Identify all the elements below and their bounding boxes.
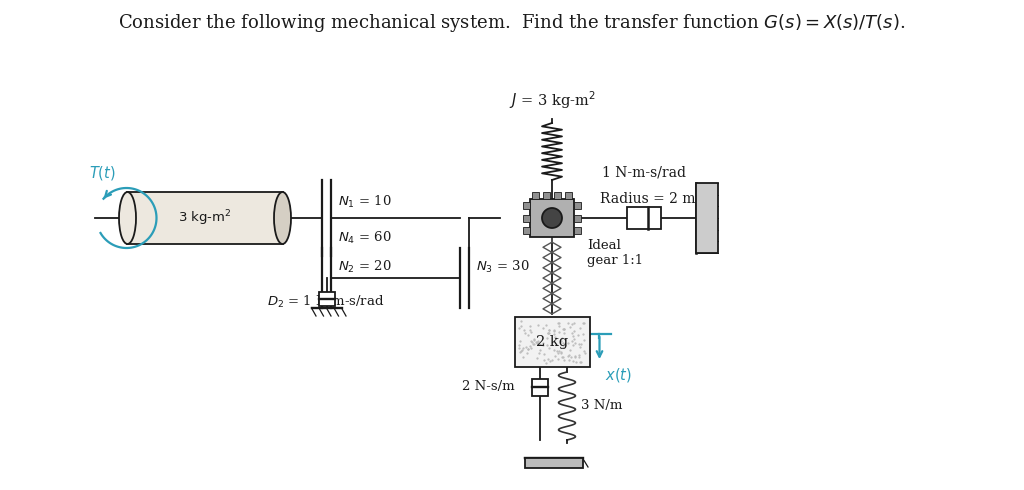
Ellipse shape (119, 192, 136, 244)
Bar (627, 207, 662, 229)
Text: $D_2$ = 1 N-m-s/rad: $D_2$ = 1 N-m-s/rad (267, 294, 384, 310)
Bar (530, 199, 574, 237)
Bar (554, 192, 561, 199)
Bar (532, 192, 539, 199)
Text: Ideal
gear 1:1: Ideal gear 1:1 (587, 239, 643, 267)
Text: Radius = 2 m: Radius = 2 m (600, 192, 695, 206)
Bar (574, 202, 581, 209)
Text: $N_1$ = 10: $N_1$ = 10 (338, 194, 391, 210)
Bar (514, 317, 590, 367)
Bar (128, 192, 283, 244)
Bar (565, 192, 572, 199)
Bar (524, 458, 583, 468)
Text: $N_4$ = 60: $N_4$ = 60 (338, 230, 391, 246)
Bar (318, 292, 335, 306)
Bar (574, 227, 581, 234)
Text: 3 N/m: 3 N/m (581, 399, 623, 413)
Text: 1 N-m-s/rad: 1 N-m-s/rad (602, 165, 686, 179)
Bar (523, 202, 530, 209)
Circle shape (542, 208, 562, 228)
Text: 3 kg-m$^2$: 3 kg-m$^2$ (178, 208, 231, 228)
Text: 2 kg: 2 kg (536, 335, 568, 349)
Text: $J$ = 3 kg-m$^2$: $J$ = 3 kg-m$^2$ (509, 89, 595, 111)
Bar (523, 227, 530, 234)
Bar (532, 379, 548, 396)
Text: 2 N-s/m: 2 N-s/m (463, 380, 515, 393)
Bar (696, 183, 718, 253)
Bar (523, 215, 530, 221)
Text: Consider the following mechanical system.  Find the transfer function $G(s) = X(: Consider the following mechanical system… (118, 12, 906, 34)
Bar (574, 215, 581, 221)
Text: $N_3$ = 30: $N_3$ = 30 (476, 259, 529, 275)
Ellipse shape (274, 192, 291, 244)
Text: $T(t)$: $T(t)$ (89, 164, 117, 182)
Text: $x(t)$: $x(t)$ (605, 366, 633, 384)
Text: $N_2$ = 20: $N_2$ = 20 (338, 259, 391, 275)
Bar (543, 192, 550, 199)
